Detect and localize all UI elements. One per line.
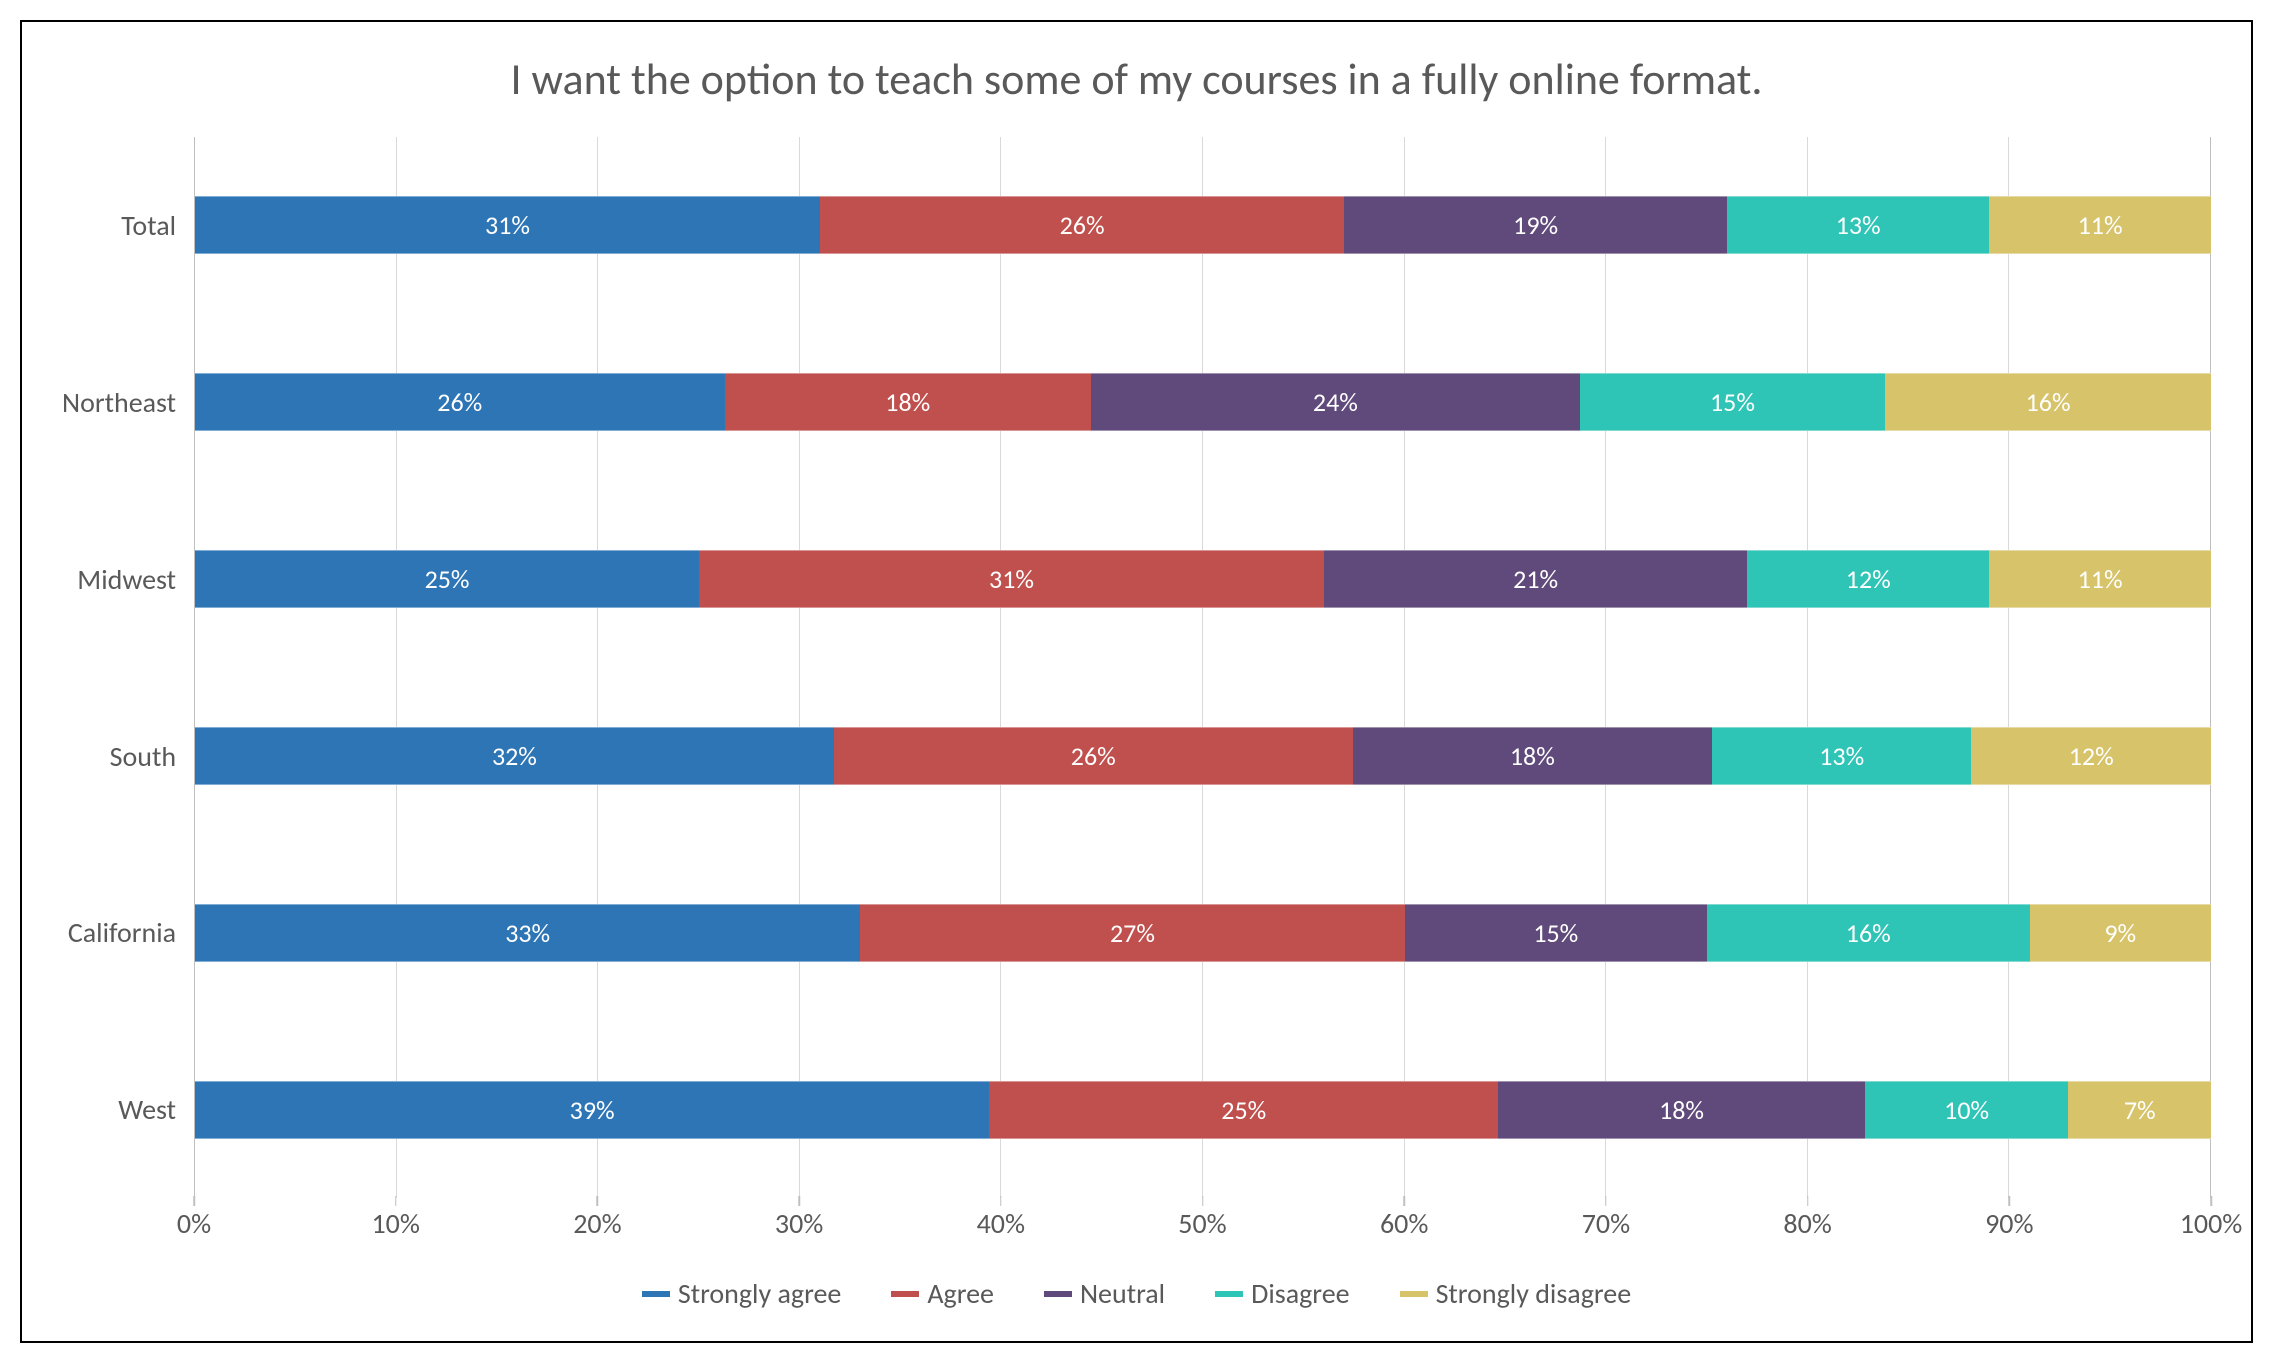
- chart-title: I want the option to teach some of my co…: [62, 52, 2211, 107]
- x-axis-ticks: 0%10%20%30%40%50%60%70%80%90%100%: [194, 1206, 2211, 1248]
- bar-segment: 18%: [1353, 727, 1712, 785]
- bar-segment: 39%: [195, 1081, 989, 1139]
- bar-segment: 15%: [1405, 904, 1707, 962]
- bars-container: 31%26%19%13%11%26%18%24%15%16%25%31%21%1…: [195, 137, 2211, 1198]
- y-axis-label: Total: [62, 196, 176, 254]
- y-axis-label: California: [62, 904, 176, 962]
- x-axis-tick-mark: [798, 1196, 800, 1206]
- y-axis-label: Midwest: [62, 550, 176, 608]
- legend: Strongly agree Agree Neutral Disagree Strong…: [62, 1276, 2211, 1311]
- y-axis-label: South: [62, 727, 176, 785]
- bar-segment: 10%: [1865, 1081, 2069, 1139]
- x-axis-spacer: [62, 1206, 194, 1248]
- plot-wrap: Total Northeast Midwest South California West…: [62, 137, 2211, 1311]
- legend-swatch: [642, 1291, 670, 1297]
- legend-item: Strongly agree: [642, 1276, 842, 1311]
- bar-segment: 33%: [195, 904, 860, 962]
- legend-item: Strongly disagree: [1400, 1276, 1632, 1311]
- bar-segment: 13%: [1727, 196, 1989, 254]
- bar-segment: 15%: [1580, 373, 1885, 431]
- legend-item: Neutral: [1044, 1276, 1165, 1311]
- chart-frame: I want the option to teach some of my co…: [20, 20, 2253, 1343]
- x-axis-tick-mark: [2009, 1196, 2011, 1206]
- bar-segment: 26%: [195, 373, 724, 431]
- bar-row: 26%18%24%15%16%: [195, 373, 2211, 431]
- legend-label: Strongly disagree: [1436, 1276, 1632, 1311]
- bar-segment: 12%: [1971, 727, 2211, 785]
- bar-segment: 7%: [2068, 1081, 2211, 1139]
- bars-grid: 31%26%19%13%11%26%18%24%15%16%25%31%21%1…: [194, 137, 2211, 1198]
- bar-segment: 12%: [1747, 550, 1989, 608]
- x-axis-tick-label: 30%: [775, 1206, 823, 1241]
- x-axis-tick-label: 60%: [1380, 1206, 1428, 1241]
- legend-item: Disagree: [1215, 1276, 1349, 1311]
- legend-swatch: [1215, 1291, 1243, 1297]
- y-axis-labels: Total Northeast Midwest South California West: [62, 137, 194, 1198]
- x-axis-tick-mark: [1605, 1196, 1607, 1206]
- x-axis-tick-mark: [597, 1196, 599, 1206]
- legend-label: Agree: [927, 1276, 994, 1311]
- x-axis-tick-mark: [193, 1196, 195, 1206]
- bar-segment: 21%: [1324, 550, 1747, 608]
- x-axis-tick-mark: [1000, 1196, 1002, 1206]
- bar-segment: 18%: [725, 373, 1092, 431]
- bar-row: 33%27%15%16%9%: [195, 904, 2211, 962]
- x-axis-tick-label: 10%: [371, 1206, 419, 1241]
- x-axis-tick-label: 80%: [1783, 1206, 1831, 1241]
- x-axis-tick-mark: [2210, 1196, 2212, 1206]
- x-axis-tick-mark: [1807, 1196, 1809, 1206]
- x-axis-tick-label: 20%: [573, 1206, 621, 1241]
- legend-swatch: [1400, 1291, 1428, 1297]
- bar-segment: 13%: [1712, 727, 1971, 785]
- bar-segment: 25%: [989, 1081, 1498, 1139]
- plot-area: Total Northeast Midwest South California West…: [62, 137, 2211, 1198]
- x-axis-tick-label: 100%: [2180, 1206, 2243, 1241]
- bar-segment: 19%: [1344, 196, 1727, 254]
- bar-row: 25%31%21%12%11%: [195, 550, 2211, 608]
- legend-label: Strongly agree: [678, 1276, 842, 1311]
- x-axis-tick-label: 50%: [1178, 1206, 1226, 1241]
- y-axis-label: Northeast: [62, 373, 176, 431]
- bar-segment: 26%: [820, 196, 1344, 254]
- bar-segment: 11%: [1989, 550, 2211, 608]
- bar-segment: 18%: [1498, 1081, 1865, 1139]
- bar-segment: 24%: [1091, 373, 1580, 431]
- x-axis-tick-label: 40%: [977, 1206, 1025, 1241]
- x-axis: 0%10%20%30%40%50%60%70%80%90%100%: [62, 1206, 2211, 1248]
- bar-segment: 25%: [195, 550, 699, 608]
- bar-row: 32%26%18%13%12%: [195, 727, 2211, 785]
- bar-segment: 31%: [195, 196, 820, 254]
- bar-segment: 27%: [860, 904, 1404, 962]
- legend-label: Neutral: [1080, 1276, 1165, 1311]
- legend-swatch: [1044, 1291, 1072, 1297]
- bar-row: 31%26%19%13%11%: [195, 196, 2211, 254]
- x-axis-tick-mark: [1403, 1196, 1405, 1206]
- legend-label: Disagree: [1251, 1276, 1349, 1311]
- bar-row: 39%25%18%10%7%: [195, 1081, 2211, 1139]
- bar-segment: 9%: [2030, 904, 2211, 962]
- legend-item: Agree: [891, 1276, 994, 1311]
- x-axis-tick-mark: [395, 1196, 397, 1206]
- x-axis-tick-label: 90%: [1985, 1206, 2033, 1241]
- x-axis-tick-label: 70%: [1582, 1206, 1630, 1241]
- bar-segment: 16%: [1885, 373, 2211, 431]
- y-axis-label: West: [62, 1081, 176, 1139]
- bar-segment: 31%: [699, 550, 1324, 608]
- bar-segment: 11%: [1989, 196, 2211, 254]
- legend-swatch: [891, 1291, 919, 1297]
- bar-segment: 32%: [195, 727, 834, 785]
- x-axis-tick-label: 0%: [177, 1206, 211, 1241]
- x-axis-tick-mark: [1202, 1196, 1204, 1206]
- bar-segment: 16%: [1707, 904, 2030, 962]
- bar-segment: 26%: [834, 727, 1353, 785]
